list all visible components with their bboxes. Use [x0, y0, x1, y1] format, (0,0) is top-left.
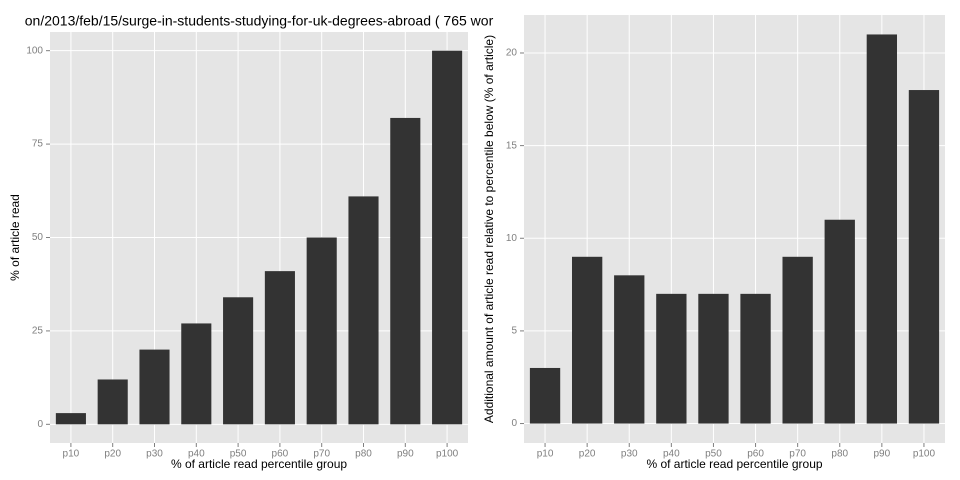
x-tick-label: p60 [272, 449, 289, 460]
bar [264, 271, 295, 425]
y-tick-label: 15 [506, 140, 518, 151]
bar [740, 293, 771, 424]
bar [390, 117, 421, 425]
bar [782, 256, 813, 424]
bar [656, 293, 687, 424]
x-tick-label: p80 [355, 449, 372, 460]
x-axis-label: % of article read percentile group [171, 457, 347, 471]
bar [97, 379, 128, 425]
x-tick-label: p100 [913, 449, 936, 460]
x-tick-label: p50 [705, 449, 722, 460]
x-tick-label: p20 [104, 449, 121, 460]
y-tick-label: 0 [511, 418, 517, 429]
x-tick-label: p90 [397, 449, 414, 460]
bar [698, 293, 729, 424]
x-axis-label: % of article read percentile group [646, 457, 822, 471]
bar [306, 237, 337, 425]
y-tick-label: 75 [32, 139, 44, 150]
x-tick-label: p50 [230, 449, 247, 460]
x-tick-label: p40 [663, 449, 680, 460]
bar [139, 349, 170, 425]
x-tick-label: p60 [747, 449, 764, 460]
y-tick-label: 0 [37, 419, 43, 430]
x-tick-label: p30 [621, 449, 638, 460]
x-tick-label: p90 [874, 449, 891, 460]
bar [614, 275, 645, 424]
bar [571, 256, 603, 424]
bar [529, 367, 561, 424]
y-tick-label: 10 [506, 233, 518, 244]
y-tick-label: 20 [506, 48, 518, 59]
bar [55, 413, 86, 425]
bar [223, 297, 254, 425]
bar [348, 196, 379, 425]
x-tick-label: p40 [188, 449, 205, 460]
y-tick-label: 5 [511, 326, 517, 337]
bar [908, 90, 940, 424]
x-tick-label: p80 [831, 449, 848, 460]
bar [824, 219, 855, 424]
y-axis-label: Additional amount of article read relati… [482, 35, 496, 423]
bar [432, 50, 463, 425]
y-axis-label: % of article read [8, 194, 22, 281]
y-tick-label: 100 [26, 45, 43, 56]
x-tick-label: p10 [63, 449, 80, 460]
y-tick-label: 50 [32, 232, 44, 243]
x-tick-label: p70 [313, 449, 330, 460]
x-tick-label: p20 [579, 449, 596, 460]
bar [181, 323, 212, 425]
x-tick-label: p100 [436, 449, 459, 460]
x-tick-label: p10 [537, 449, 554, 460]
x-tick-label: p30 [146, 449, 163, 460]
y-tick-label: 25 [32, 326, 44, 337]
chart-title: on/2013/feb/15/surge-in-students-studyin… [25, 13, 494, 29]
x-tick-label: p70 [789, 449, 806, 460]
bar [866, 34, 898, 424]
